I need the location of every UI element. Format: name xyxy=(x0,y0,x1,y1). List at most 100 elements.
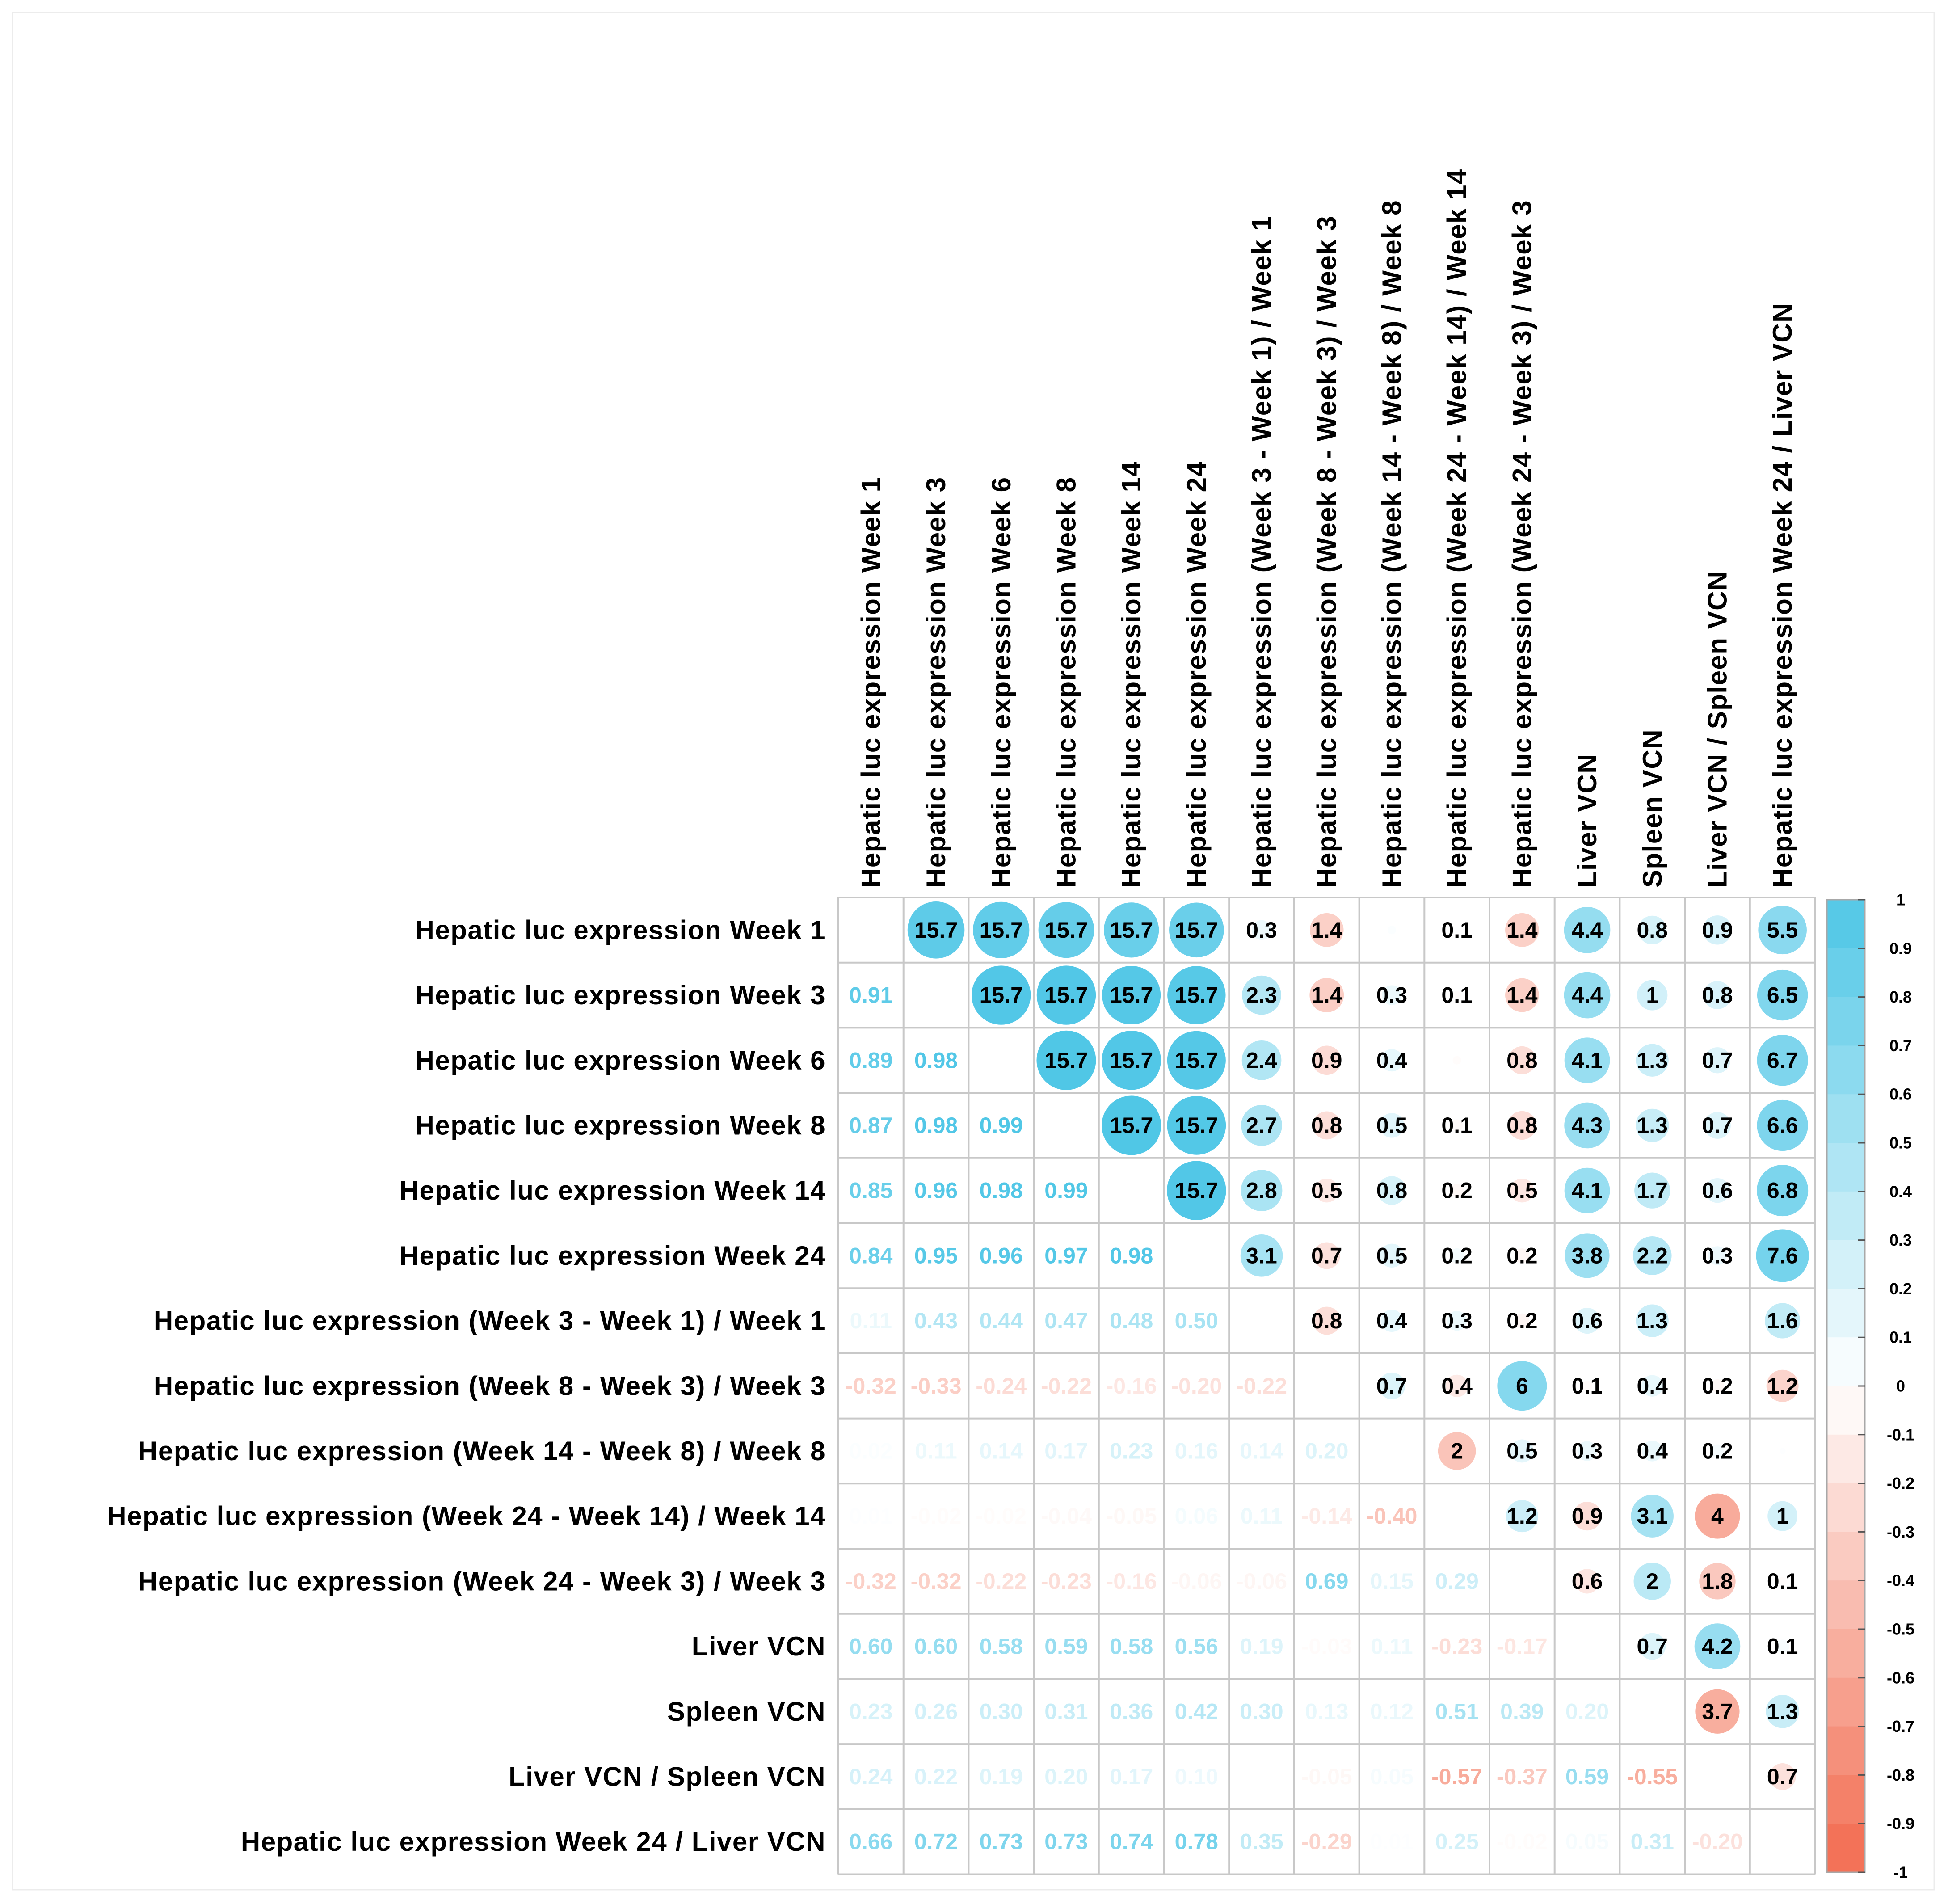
correlation-circle-r4-c10 xyxy=(1451,1119,1463,1132)
pvalue-label-r2-c13: 1 xyxy=(1646,983,1658,1008)
correlation-circle-r6-c11 xyxy=(1515,1248,1530,1263)
legend-band-16 xyxy=(1827,1629,1865,1678)
pvalue-label-r5-c13: 1.7 xyxy=(1637,1178,1668,1203)
legend-tick-label-19: -0.8 xyxy=(1887,1766,1914,1784)
correlation-label-r11-c10: 0.29 xyxy=(1435,1569,1478,1594)
column-label-13: Spleen VCN xyxy=(1637,729,1667,888)
correlation-circle-r6-c13 xyxy=(1632,1236,1672,1275)
correlation-label-r14-c5: 0.17 xyxy=(1110,1764,1153,1789)
correlation-label-r3-c2: 0.98 xyxy=(914,1048,958,1073)
correlation-circle-r8-c15 xyxy=(1766,1369,1799,1402)
pvalue-label-r2-c14: 0.8 xyxy=(1702,983,1733,1008)
correlation-circle-r12-c14 xyxy=(1694,1623,1741,1669)
row-label-12: Liver VCN xyxy=(692,1631,826,1661)
pvalue-label-r3-c9: 0.4 xyxy=(1376,1048,1408,1073)
correlation-label-r10-c2: -0.02 xyxy=(911,1504,962,1529)
correlation-label-r6-c1: 0.84 xyxy=(849,1243,893,1268)
correlation-label-r9-c7: 0.14 xyxy=(1240,1438,1283,1463)
pvalue-label-r2-c6: 15.7 xyxy=(1175,983,1218,1008)
legend-band-12 xyxy=(1827,1434,1865,1484)
correlation-circle-r1-c6 xyxy=(1169,902,1224,958)
pvalue-label-r2-c15: 6.5 xyxy=(1767,983,1798,1008)
correlation-circle-r2-c10 xyxy=(1452,991,1461,1000)
correlation-label-r10-c3: -0.02 xyxy=(976,1504,1027,1529)
correlation-circle-r2-c5 xyxy=(1102,966,1161,1025)
pvalue-label-r1-c3: 15.7 xyxy=(980,918,1023,943)
correlation-circle-r5-c12 xyxy=(1564,1167,1610,1213)
correlation-label-r13-c7: 0.30 xyxy=(1240,1699,1283,1724)
figure-frame xyxy=(12,12,1935,1891)
pvalue-label-r4-c5: 15.7 xyxy=(1110,1113,1153,1138)
correlation-label-r14-c13: -0.55 xyxy=(1627,1764,1678,1789)
pvalue-label-r1-c4: 15.7 xyxy=(1044,918,1088,943)
correlation-circle-r4-c14 xyxy=(1704,1112,1731,1139)
legend-band-18 xyxy=(1827,1726,1865,1775)
pvalue-label-r7-c8: 0.8 xyxy=(1311,1308,1342,1333)
pvalue-label-r1-c5: 15.7 xyxy=(1110,918,1153,943)
correlation-circle-r11-c12 xyxy=(1574,1569,1600,1594)
correlation-label-r8-c5: -0.16 xyxy=(1106,1373,1157,1399)
correlation-label-r11-c8: 0.69 xyxy=(1305,1569,1348,1594)
correlation-label-r12-c11: -0.17 xyxy=(1497,1634,1548,1659)
correlation-label-r15-c3: 0.73 xyxy=(980,1829,1023,1854)
legend-tick-label-9: 0.2 xyxy=(1889,1280,1912,1298)
correlation-circle-r8-c13 xyxy=(1641,1375,1663,1397)
pvalue-label-r4-c11: 0.8 xyxy=(1506,1113,1538,1138)
correlation-circle-r6-c9 xyxy=(1380,1243,1404,1268)
pvalue-label-r8-c9: 0.7 xyxy=(1376,1373,1408,1399)
legend-tick-label-4: 0.7 xyxy=(1889,1036,1912,1055)
correlation-circle-r3-c8 xyxy=(1312,1045,1342,1075)
column-label-1: Hepatic luc expression Week 1 xyxy=(856,477,886,888)
correlation-label-r4-c2: 0.98 xyxy=(914,1113,958,1138)
correlation-circle-r5-c13 xyxy=(1634,1172,1670,1209)
correlation-label-r6-c4: 0.97 xyxy=(1044,1243,1088,1268)
pvalue-label-r5-c14: 0.6 xyxy=(1702,1178,1733,1203)
pvalue-label-r7-c9: 0.4 xyxy=(1376,1308,1408,1333)
legend-tick-label-10: 0.1 xyxy=(1889,1328,1912,1347)
correlation-circle-r4-c9 xyxy=(1379,1113,1405,1138)
correlation-label-r13-c5: 0.36 xyxy=(1110,1699,1153,1724)
pvalue-label-r8-c10: 0.4 xyxy=(1441,1373,1473,1399)
legend-tick-label-13: -0.2 xyxy=(1887,1474,1914,1492)
legend-band-6 xyxy=(1827,1143,1865,1192)
row-label-1: Hepatic luc expression Week 1 xyxy=(415,915,826,945)
legend-tick-label-17: -0.6 xyxy=(1887,1668,1914,1687)
correlation-circle-r4-c15 xyxy=(1757,1099,1808,1151)
pvalue-label-r6-c15: 7.6 xyxy=(1767,1243,1798,1268)
correlation-circle-r6-c14 xyxy=(1708,1246,1727,1265)
column-label-4: Hepatic luc expression Week 8 xyxy=(1051,477,1081,888)
correlation-circle-r5-c15 xyxy=(1757,1165,1809,1217)
row-label-2: Hepatic luc expression Week 3 xyxy=(415,980,826,1010)
pvalue-label-r3-c7: 2.4 xyxy=(1246,1048,1277,1073)
pvalue-label-r4-c8: 0.8 xyxy=(1311,1113,1342,1138)
correlation-circle-r5-c6 xyxy=(1167,1161,1226,1220)
column-label-9: Hepatic luc expression (Week 14 - Week 8… xyxy=(1377,200,1407,888)
pvalue-label-r3-c4: 15.7 xyxy=(1044,1048,1088,1073)
correlation-circle-r1-c12 xyxy=(1564,907,1611,953)
pvalue-label-r11-c14: 1.8 xyxy=(1702,1569,1733,1594)
legend-tick-label-5: 0.6 xyxy=(1889,1085,1912,1104)
correlation-label-r14-c11: -0.37 xyxy=(1497,1764,1548,1789)
correlation-label-r13-c4: 0.31 xyxy=(1044,1699,1088,1724)
pvalue-label-r11-c12: 0.6 xyxy=(1572,1569,1603,1594)
correlation-label-r10-c6: 0.06 xyxy=(1175,1504,1218,1529)
column-label-11: Hepatic luc expression (Week 24 - Week 3… xyxy=(1507,200,1537,888)
correlation-label-r10-c5: -0.05 xyxy=(1106,1504,1157,1529)
legend-band-4 xyxy=(1827,1045,1865,1095)
correlation-label-r9-c8: 0.20 xyxy=(1305,1438,1348,1463)
correlation-circle-r4-c12 xyxy=(1564,1102,1610,1149)
correlation-label-r7-c2: 0.43 xyxy=(914,1308,958,1333)
pvalue-label-r2-c3: 15.7 xyxy=(980,983,1023,1008)
pvalue-label-r1-c6: 15.7 xyxy=(1175,918,1218,943)
correlation-label-r7-c1: 0.11 xyxy=(850,1308,892,1333)
correlation-circle-r1-c2 xyxy=(907,901,965,959)
pvalue-label-r1-c12: 4.4 xyxy=(1572,918,1603,943)
correlation-label-r12-c1: 0.60 xyxy=(849,1634,892,1659)
legend-tick-label-16: -0.5 xyxy=(1887,1620,1914,1639)
row-label-10: Hepatic luc expression (Week 24 - Week 1… xyxy=(107,1501,826,1531)
correlation-label-r11-c5: -0.16 xyxy=(1106,1569,1157,1594)
correlation-circle-r2-c14 xyxy=(1703,981,1732,1009)
pvalue-label-r2-c7: 2.3 xyxy=(1246,983,1277,1008)
correlation-circle-r11-c13 xyxy=(1633,1563,1671,1600)
